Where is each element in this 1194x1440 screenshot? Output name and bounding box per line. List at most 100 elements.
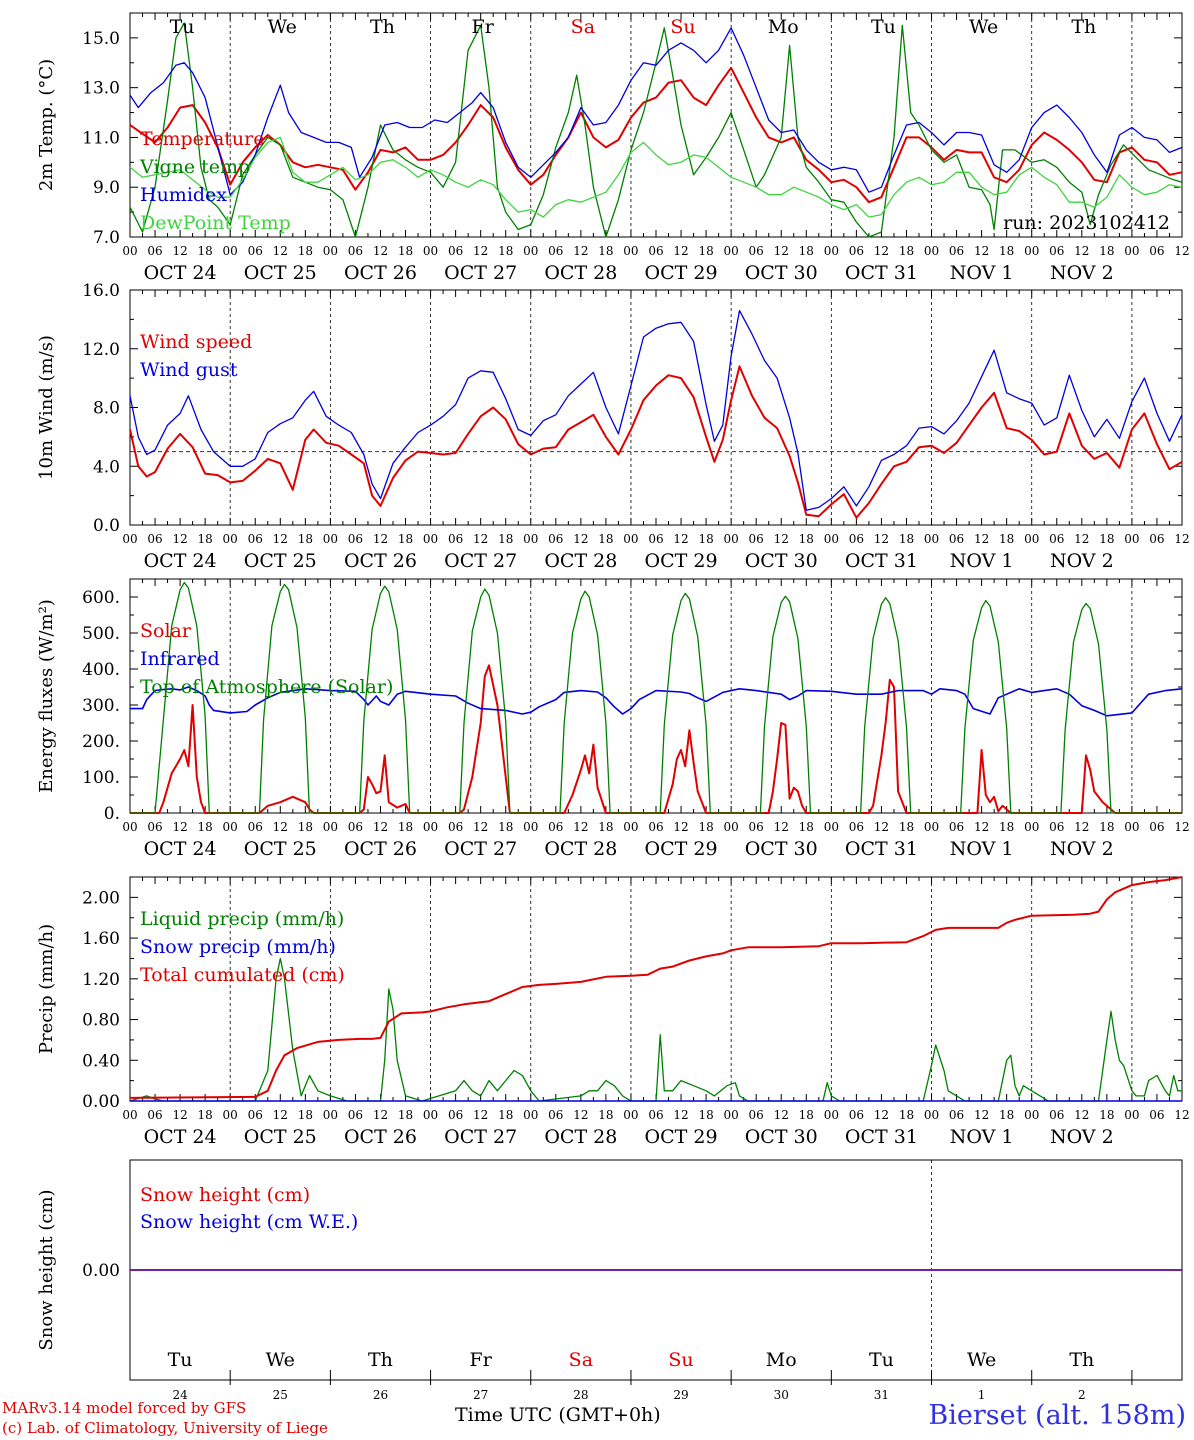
- flux-legend-solar: Solar: [140, 620, 192, 642]
- flux-hour-label: 06: [248, 820, 263, 834]
- precip-hour-label: 18: [198, 1108, 213, 1122]
- flux-hour-label: 00: [924, 820, 939, 834]
- day-number-label: 30: [774, 1388, 789, 1402]
- temp-hour-label: 18: [498, 244, 513, 258]
- day-number-label: 28: [573, 1388, 588, 1402]
- wind-date-label: OCT 26: [344, 550, 417, 572]
- site-label: Bierset (alt. 158m): [928, 1400, 1186, 1431]
- temp-hour-label: 12: [573, 244, 588, 258]
- precip-ytick-label: 1.60: [82, 929, 120, 949]
- temp-legend-vigne-temp: Vigne temp: [139, 156, 250, 178]
- weekday-label-bottom: Mo: [766, 1349, 797, 1371]
- precip-hour-label: 06: [849, 1108, 864, 1122]
- temp-series-humidex: [129, 27, 1183, 196]
- temp-legend-humidex: Humidex: [140, 184, 227, 206]
- wind-hour-label: 06: [448, 532, 463, 546]
- wind-date-label: OCT 29: [645, 550, 718, 572]
- wind-hour-label: 00: [824, 532, 839, 546]
- precip-hour-label: 00: [223, 1108, 238, 1122]
- flux-hour-label: 12: [273, 820, 288, 834]
- temp-date-label: OCT 30: [745, 262, 818, 284]
- precip-hour-label: 06: [1049, 1108, 1064, 1122]
- snow-ytick-label: 0.00: [82, 1261, 120, 1281]
- precip-hour-label: 00: [423, 1108, 438, 1122]
- weekday-label-bottom: Tu: [869, 1349, 894, 1371]
- weekday-label-bottom: We: [266, 1349, 295, 1371]
- precip-hour-label: 00: [122, 1108, 137, 1122]
- flux-hour-label: 12: [1174, 820, 1189, 834]
- temp-series-temperature: [129, 66, 1183, 204]
- temp-hour-label: 18: [698, 244, 713, 258]
- precip-legend-liquid-precip-mm-h-: Liquid precip (mm/h): [140, 908, 344, 930]
- precip-hour-label: 18: [698, 1108, 713, 1122]
- flux-hour-label: 06: [548, 820, 563, 834]
- wind-hour-label: 12: [1074, 532, 1089, 546]
- flux-hour-label: 12: [673, 820, 688, 834]
- precip-hour-label: 18: [999, 1108, 1014, 1122]
- snow-legend-snow-height-cm-w-e-: Snow height (cm W.E.): [140, 1211, 358, 1233]
- temp-hour-label: 12: [473, 244, 488, 258]
- flux-hour-label: 12: [172, 820, 187, 834]
- precip-hour-label: 12: [774, 1108, 789, 1122]
- temp-hour-label: 18: [298, 244, 313, 258]
- wind-hour-label: 06: [949, 532, 964, 546]
- flux-hour-label: 12: [974, 820, 989, 834]
- temp-ytick-label: 9.0: [93, 178, 120, 198]
- precip-date-label: NOV 2: [1050, 1126, 1114, 1148]
- precip-hour-label: 12: [172, 1108, 187, 1122]
- day-number-label: 25: [273, 1388, 288, 1402]
- precip-hour-label: 06: [749, 1108, 764, 1122]
- temp-hour-label: 18: [598, 244, 613, 258]
- wind-hour-label: 18: [198, 532, 213, 546]
- time-axis-label: Time UTC (GMT+0h): [455, 1404, 661, 1426]
- wind-hour-label: 12: [172, 532, 187, 546]
- precip-date-label: OCT 25: [244, 1126, 317, 1148]
- temp-hour-label: 18: [899, 244, 914, 258]
- weekday-label-top: Fr: [472, 16, 495, 38]
- flux-date-label: OCT 26: [344, 838, 417, 860]
- wind-hour-label: 12: [473, 532, 488, 546]
- temp-hour-label: 00: [323, 244, 338, 258]
- flux-hour-label: 12: [874, 820, 889, 834]
- flux-series-solar: [130, 664, 1182, 814]
- temp-hour-label: 12: [1174, 244, 1189, 258]
- weekday-label-top: Th: [370, 16, 395, 38]
- precip-hour-label: 12: [1074, 1108, 1089, 1122]
- precip-ytick-label: 0.00: [82, 1092, 120, 1112]
- wind-ytick-label: 0.0: [93, 516, 120, 536]
- wind-hour-label: 12: [573, 532, 588, 546]
- flux-hour-label: 12: [774, 820, 789, 834]
- precip-hour-label: 12: [573, 1108, 588, 1122]
- wind-hour-label: 12: [774, 532, 789, 546]
- temp-hour-label: 06: [648, 244, 663, 258]
- temp-date-label: OCT 27: [444, 262, 517, 284]
- temp-ylabel: 2m Temp. (°C): [36, 59, 57, 191]
- flux-hour-label: 18: [799, 820, 814, 834]
- wind-hour-label: 06: [849, 532, 864, 546]
- wind-hour-label: 00: [323, 532, 338, 546]
- temp-hour-label: 18: [799, 244, 814, 258]
- precip-hour-label: 06: [548, 1108, 563, 1122]
- precip-date-label: OCT 29: [645, 1126, 718, 1148]
- flux-ytick-label: 400.: [82, 660, 120, 680]
- temp-hour-label: 06: [448, 244, 463, 258]
- model-credit: MARv3.14 model forced by GFS: [2, 1399, 247, 1417]
- temp-ytick-label: 13.0: [82, 79, 120, 99]
- temp-hour-label: 06: [248, 244, 263, 258]
- flux-hour-label: 12: [1074, 820, 1089, 834]
- temp-hour-label: 00: [223, 244, 238, 258]
- precip-hour-label: 06: [1149, 1108, 1164, 1122]
- flux-hour-label: 00: [824, 820, 839, 834]
- precip-hour-label: 18: [598, 1108, 613, 1122]
- lab-credit: (c) Lab. of Climatology, University of L…: [2, 1419, 328, 1437]
- wind-hour-label: 18: [398, 532, 413, 546]
- flux-ytick-label: 100.: [82, 768, 120, 788]
- temp-hour-label: 00: [623, 244, 638, 258]
- temp-date-label: OCT 28: [544, 262, 617, 284]
- temp-hour-label: 06: [147, 244, 162, 258]
- weekday-label-top: Mo: [768, 16, 799, 38]
- precip-legend-total-cumulated-cm-: Total cumulated (cm): [140, 964, 345, 986]
- temp-date-label: OCT 31: [845, 262, 918, 284]
- precip-hour-label: 00: [323, 1108, 338, 1122]
